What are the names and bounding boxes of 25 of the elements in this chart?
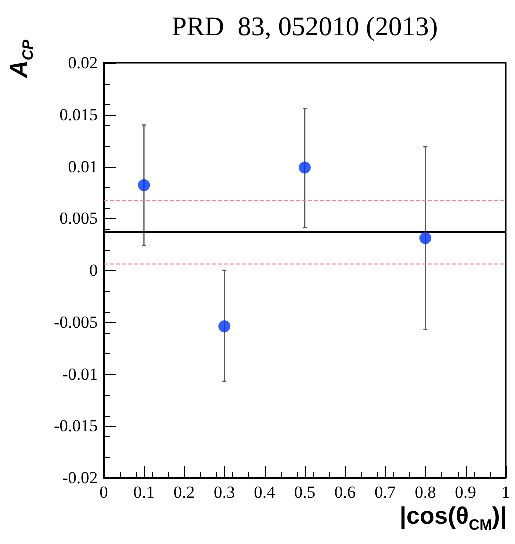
x-tick-label: 0.6 (334, 483, 356, 502)
x-tick-label: 0.1 (134, 483, 155, 502)
x-tick-label: 0.9 (455, 483, 476, 502)
y-tick-label: -0.005 (54, 312, 98, 332)
y-tick-label: -0.02 (62, 468, 98, 488)
chart-title: PRD 83, 052010 (2013) (172, 12, 438, 42)
y-tick-label: -0.01 (62, 364, 98, 384)
y-tick-label: 0.02 (68, 54, 98, 72)
x-tick-label: 0.8 (414, 483, 436, 502)
x-tick-label: 0.7 (374, 483, 397, 502)
x-axis-title: |cos(θ$_{CM}$)| (400, 503, 507, 534)
y-tick-label: 0.015 (60, 105, 98, 124)
point (138, 179, 150, 192)
y-tick-label: -0.015 (54, 416, 98, 436)
point (218, 320, 231, 333)
x-tick-label: 0.4 (254, 483, 276, 502)
point (299, 162, 311, 174)
point (420, 232, 432, 244)
x-tick-label: 1 (502, 483, 510, 502)
y-tick-label: 0.005 (60, 209, 98, 228)
x-tick-label: 0.5 (294, 483, 316, 502)
x-tick-label: 0.2 (174, 483, 196, 502)
x-tick-label: 0.3 (214, 483, 236, 502)
y-tick-label: 0 (90, 261, 98, 280)
y-tick-label: 0.01 (68, 157, 98, 176)
